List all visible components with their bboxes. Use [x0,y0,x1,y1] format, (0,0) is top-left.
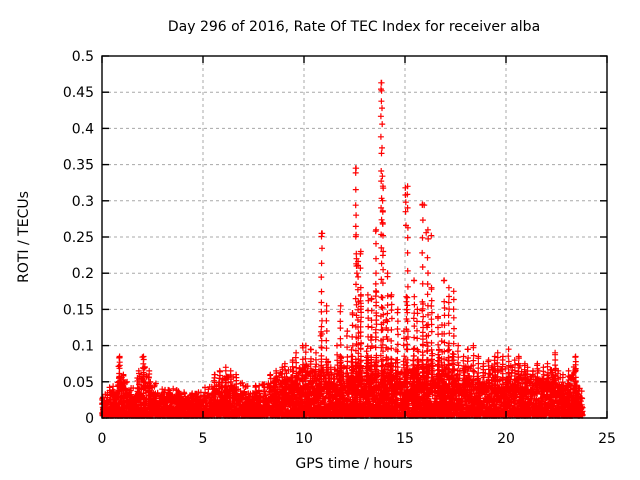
y-tick-labels: 0 0.05 0.1 0.15 0.2 0.25 0.3 0.35 0.4 0.45 0.5 [63,49,94,427]
x-tick-label: 5 [199,431,208,447]
y-tick-label: 0.05 [63,375,94,391]
y-tick-label: 0.4 [72,121,94,137]
y-tick-label: 0.15 [63,302,94,318]
x-axis-label: GPS time / hours [295,456,412,472]
y-tick-label: 0.45 [63,85,94,101]
x-tick-label: 10 [295,431,313,447]
x-tick-label: 0 [98,431,107,447]
y-tick-label: 0.5 [72,49,94,65]
x-tick-label: 15 [396,431,414,447]
y-tick-label: 0.3 [72,194,94,210]
y-tick-label: 0.1 [72,339,94,355]
x-tick-labels: 0 5 10 15 20 25 [98,431,616,447]
chart-title: Day 296 of 2016, Rate Of TEC Index for r… [168,19,540,35]
y-axis-label: ROTI / TECUs [16,191,32,283]
y-tick-label: 0.25 [63,230,94,246]
scatter-points [99,79,586,419]
axis-ticks [101,55,608,419]
x-tick-label: 20 [497,431,515,447]
x-tick-label: 25 [598,431,616,447]
y-tick-label: 0 [85,411,94,427]
y-tick-label: 0.35 [63,158,94,174]
y-tick-label: 0.2 [72,266,94,282]
gridlines [102,56,607,418]
